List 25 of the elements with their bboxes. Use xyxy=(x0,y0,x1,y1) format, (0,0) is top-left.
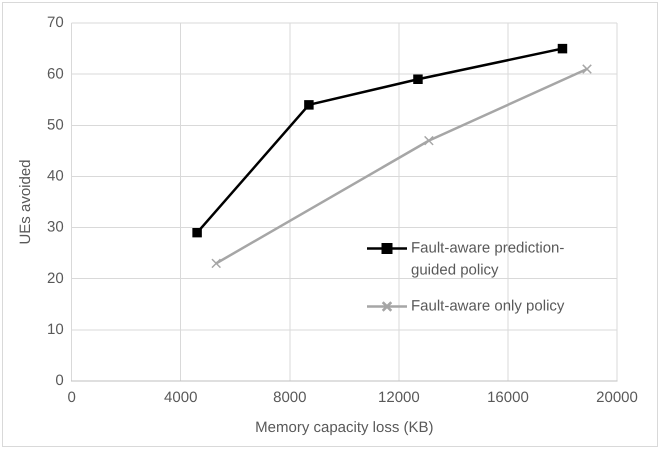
x-tick-label: 16000 xyxy=(487,389,529,406)
point xyxy=(424,136,434,146)
legend-label: Fault-aware prediction-guided policy xyxy=(411,240,564,279)
y-tick-label: 10 xyxy=(46,321,64,338)
y-tick-label: 20 xyxy=(46,270,64,287)
point xyxy=(192,228,202,238)
y-tick-label: 70 xyxy=(46,14,64,32)
point xyxy=(211,258,222,268)
x-tick-label: 8000 xyxy=(273,389,306,406)
point xyxy=(558,44,568,54)
point xyxy=(582,64,592,74)
y-tick-label: 0 xyxy=(55,372,64,390)
y-tick-label: 30 xyxy=(46,218,64,236)
y-axis-title: UEs avoided xyxy=(17,159,34,245)
x-tick-label: 0 xyxy=(68,389,76,406)
y-tick-label: 50 xyxy=(46,116,64,134)
x-axis-title: Memory capacity loss (KB) xyxy=(255,419,434,436)
legend-label: Fault-aware only policy xyxy=(411,298,565,315)
point xyxy=(413,74,423,84)
point xyxy=(304,100,314,110)
y-tick-label: 40 xyxy=(46,168,64,185)
x-tick-label: 20000 xyxy=(596,389,638,406)
y-tick-label: 60 xyxy=(46,65,64,82)
x-tick-label: 12000 xyxy=(378,389,420,406)
x-tick-label: 4000 xyxy=(164,389,198,406)
